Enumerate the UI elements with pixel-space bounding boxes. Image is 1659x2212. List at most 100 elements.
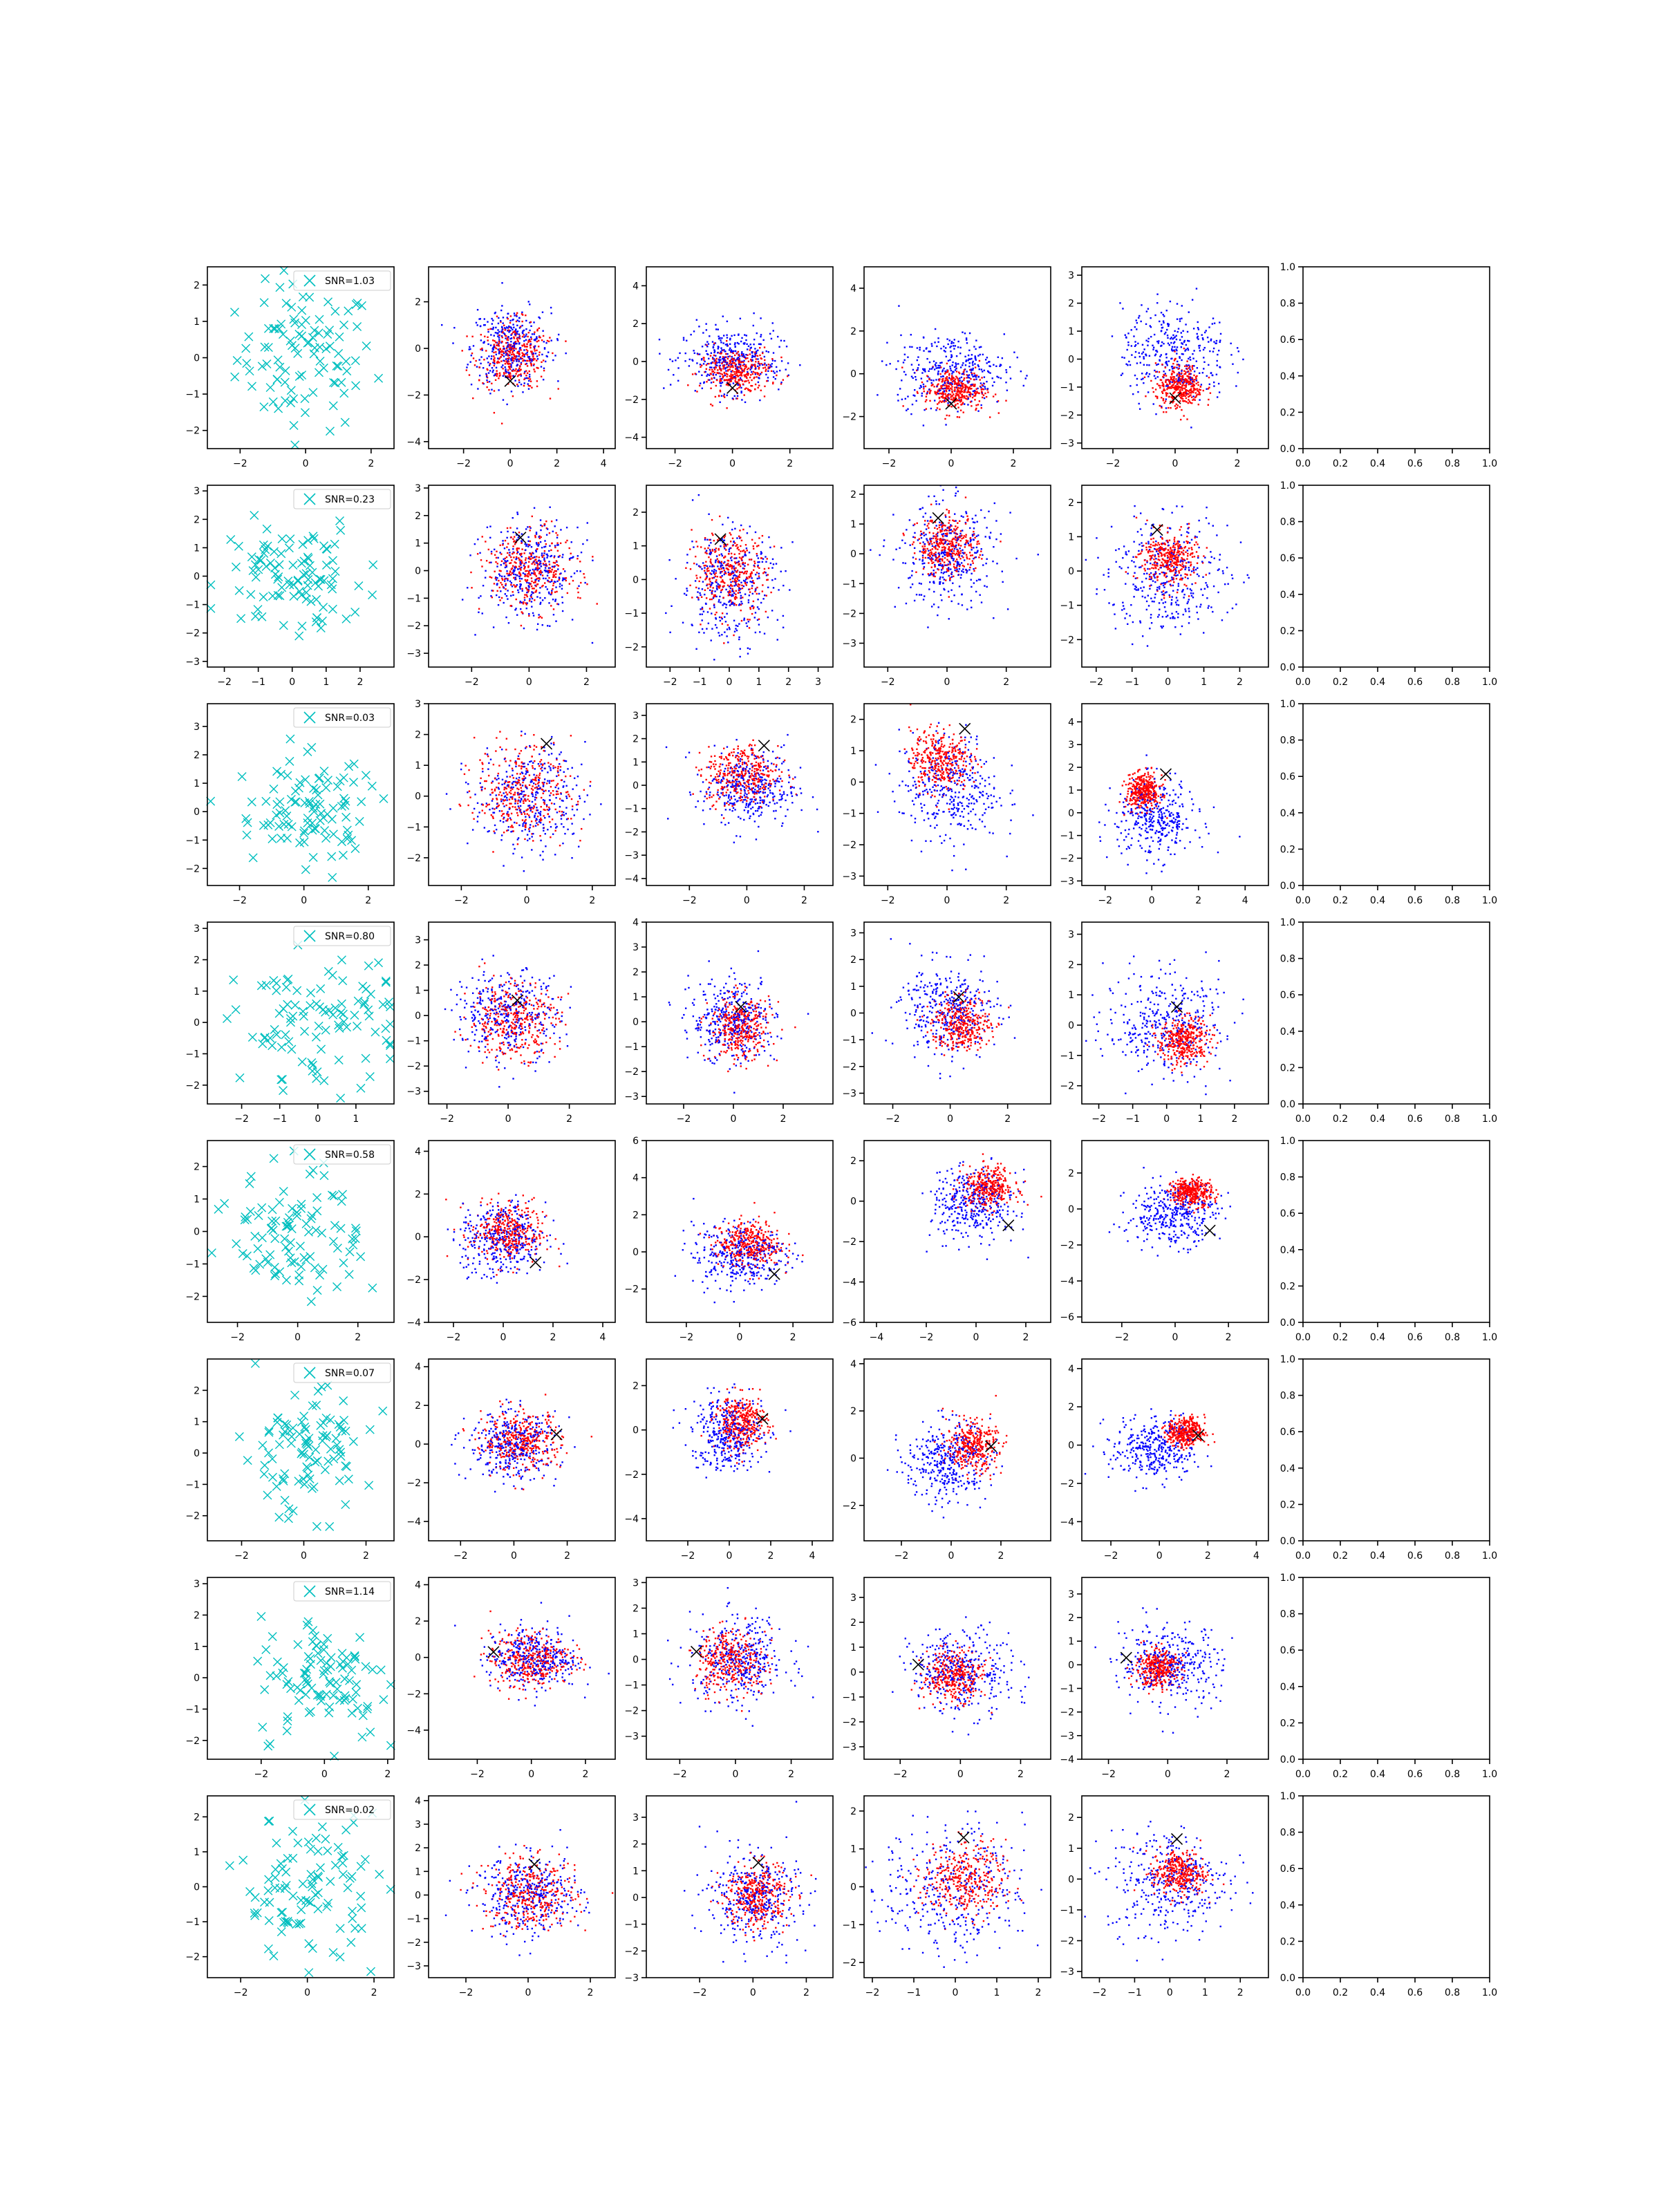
red-point <box>951 548 954 550</box>
blue-point <box>552 614 555 616</box>
red-point <box>500 422 503 424</box>
red-point <box>938 524 941 526</box>
blue-point <box>706 565 709 568</box>
blue-point <box>946 338 948 340</box>
red-point <box>925 550 927 552</box>
red-point <box>1143 376 1146 379</box>
blue-point <box>932 581 935 583</box>
blue-point <box>986 527 988 529</box>
blue-point <box>1179 357 1181 359</box>
blue-point <box>724 359 727 362</box>
blue-point <box>920 536 923 539</box>
red-point <box>902 532 904 535</box>
red-point <box>533 348 536 350</box>
y-tick-label: 2 <box>632 319 639 330</box>
blue-point <box>713 366 715 369</box>
red-point <box>727 366 729 368</box>
signal-point <box>354 581 364 590</box>
red-point <box>1172 397 1174 400</box>
red-point <box>950 388 953 391</box>
blue-point <box>484 577 487 579</box>
blue-point <box>1136 362 1138 364</box>
blue-point <box>1219 366 1221 368</box>
blue-point <box>747 599 750 601</box>
red-point <box>740 609 742 612</box>
red-point <box>981 388 984 390</box>
blue-point <box>718 635 721 637</box>
blue-point <box>538 335 541 337</box>
blue-point <box>1145 310 1148 312</box>
blue-point <box>1145 353 1147 355</box>
red-point <box>491 382 493 385</box>
x-tick-label: 0 <box>944 677 950 688</box>
blue-point <box>535 542 538 544</box>
red-point <box>1179 382 1181 384</box>
blue-point <box>933 590 935 593</box>
blue-point <box>1198 372 1201 375</box>
y-tick-label: 2 <box>194 514 200 525</box>
blue-point <box>909 577 911 579</box>
blue-point <box>719 572 722 574</box>
red-point <box>577 557 579 560</box>
red-point <box>758 366 760 368</box>
blue-point <box>543 348 546 350</box>
signal-point <box>286 386 296 395</box>
y-tick-label: −2 <box>624 642 639 653</box>
blue-point <box>488 380 491 383</box>
red-point <box>734 542 736 544</box>
blue-point <box>972 375 974 377</box>
red-point <box>713 368 716 371</box>
red-point <box>960 391 962 393</box>
red-point <box>714 395 717 398</box>
red-point <box>719 585 721 587</box>
red-point <box>523 597 526 599</box>
red-point <box>542 563 545 565</box>
blue-point <box>734 527 736 529</box>
red-point <box>524 575 526 577</box>
red-point <box>764 385 766 388</box>
signal-point <box>270 324 280 333</box>
red-point <box>518 532 521 534</box>
blue-point <box>765 364 768 366</box>
blue-point <box>763 355 766 358</box>
red-point <box>1188 400 1191 402</box>
red-point <box>579 561 581 563</box>
red-point <box>523 353 525 356</box>
blue-point <box>482 324 485 326</box>
blue-point <box>772 370 775 373</box>
red-point <box>512 357 514 359</box>
red-point <box>509 527 512 529</box>
red-point <box>504 578 506 580</box>
blue-point <box>775 366 778 368</box>
red-point <box>950 406 953 408</box>
signal-point <box>247 552 256 562</box>
red-point <box>509 570 512 572</box>
red-point <box>703 565 705 567</box>
blue-point <box>935 525 937 527</box>
red-point <box>552 572 555 574</box>
signal-point <box>259 592 268 602</box>
blue-point <box>954 569 956 572</box>
red-point <box>756 355 759 357</box>
red-point <box>935 393 937 395</box>
blue-point <box>907 395 909 397</box>
red-point <box>722 368 724 370</box>
red-point <box>728 565 730 567</box>
red-point <box>1183 387 1186 390</box>
blue-point <box>982 382 985 384</box>
red-point <box>975 374 978 377</box>
blue-point <box>1164 373 1167 375</box>
blue-point <box>708 357 710 360</box>
blue-point <box>726 334 728 336</box>
red-point <box>534 599 536 601</box>
red-point <box>754 351 756 353</box>
red-point <box>1181 389 1183 391</box>
blue-point <box>720 351 722 354</box>
red-point <box>509 321 512 324</box>
blue-point <box>545 553 547 556</box>
blue-point <box>953 348 955 350</box>
red-point <box>478 608 480 610</box>
blue-point <box>957 561 959 563</box>
red-point <box>523 601 525 603</box>
red-point <box>747 379 749 382</box>
